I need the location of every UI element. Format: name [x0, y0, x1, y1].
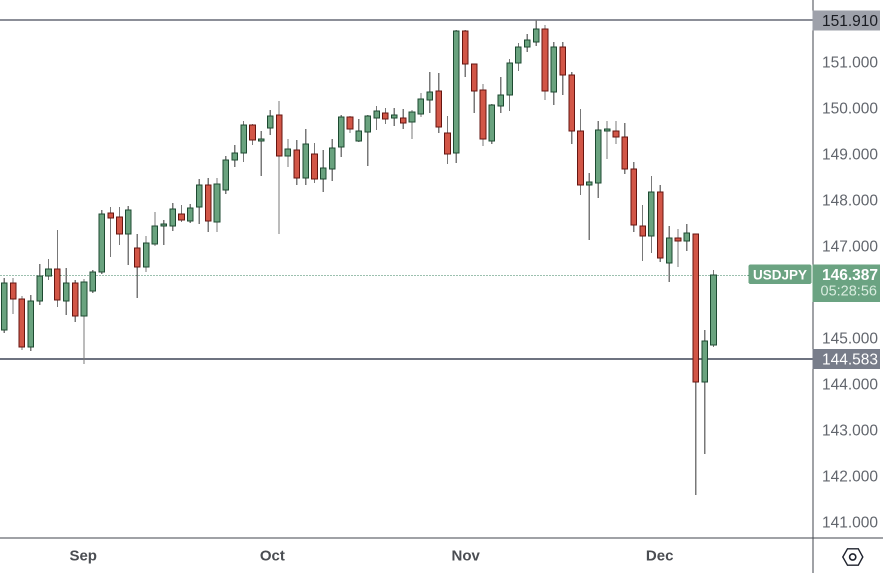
svg-text:Nov: Nov: [452, 547, 481, 564]
svg-text:146.387: 146.387: [822, 267, 878, 284]
svg-text:144.000: 144.000: [822, 377, 878, 394]
svg-text:151.910: 151.910: [822, 13, 878, 30]
svg-text:USDJPY: USDJPY: [753, 268, 807, 283]
svg-text:145.000: 145.000: [822, 331, 878, 348]
svg-text:149.000: 149.000: [822, 147, 878, 164]
svg-text:143.000: 143.000: [822, 423, 878, 440]
svg-text:141.000: 141.000: [822, 515, 878, 532]
svg-text:150.000: 150.000: [822, 101, 878, 118]
svg-text:144.583: 144.583: [822, 352, 878, 369]
svg-text:Sep: Sep: [69, 547, 97, 564]
svg-text:151.000: 151.000: [822, 55, 878, 72]
svg-text:148.000: 148.000: [822, 193, 878, 210]
svg-text:Oct: Oct: [260, 547, 285, 564]
svg-text:147.000: 147.000: [822, 239, 878, 256]
svg-text:142.000: 142.000: [822, 469, 878, 486]
svg-text:Dec: Dec: [646, 547, 674, 564]
svg-text:05:28:56: 05:28:56: [821, 284, 877, 300]
